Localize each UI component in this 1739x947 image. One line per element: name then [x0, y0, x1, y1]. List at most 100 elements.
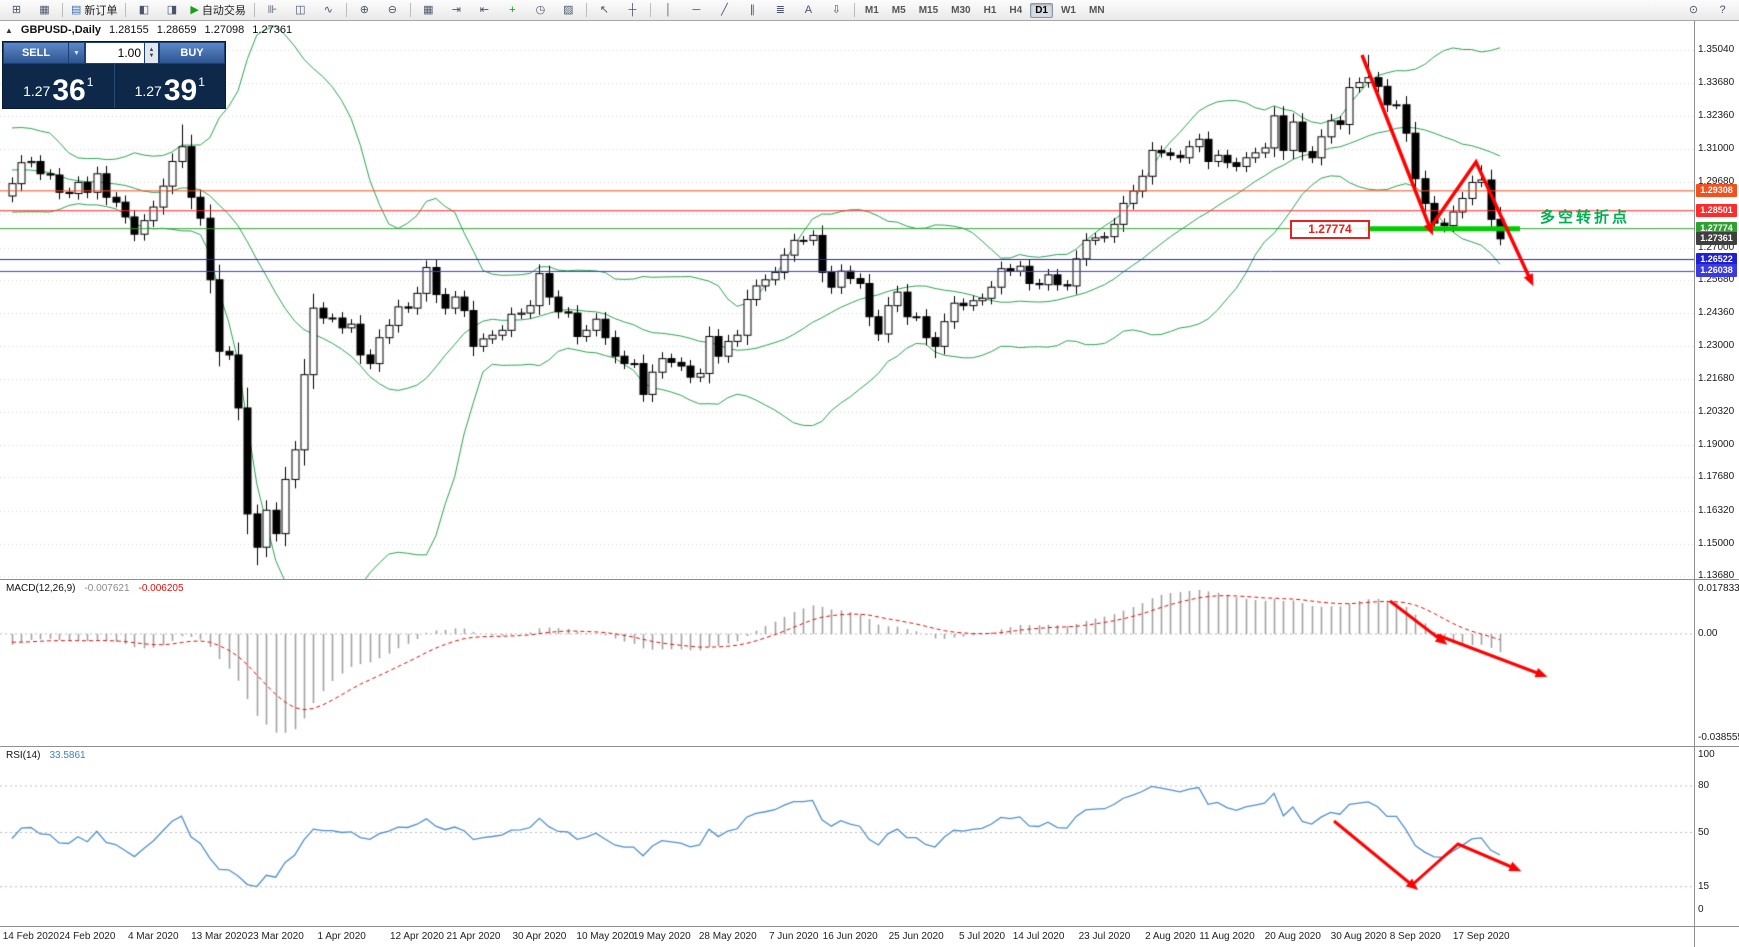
trendline-button[interactable]: ╱ [711, 1, 738, 20]
new-chart-button[interactable]: ⊞ [3, 1, 30, 20]
one-click-trading-panel: SELL ▼ 1.00 ▲ ▼ BUY 1.27 36 1 1.27 39 1 [2, 41, 226, 109]
cursor-button[interactable]: ↖ [591, 1, 618, 20]
bar-chart-icon: ⊪ [267, 3, 278, 16]
price-level-badge: 1.27361 [1696, 231, 1737, 245]
macd-axis-label: -0.0385559 [1698, 732, 1739, 743]
price-level-badge: 1.27774 [1696, 221, 1737, 235]
timeframe-w1-button[interactable]: W1 [1060, 4, 1076, 16]
auto-trading-button-label: 自动交易 [201, 5, 246, 17]
vertical-line-button[interactable]: │ [655, 1, 682, 20]
auto-scroll-button[interactable]: ⇥ [443, 1, 470, 20]
trend-annotation-text[interactable]: 多空转折点 [1540, 209, 1631, 226]
date-axis-label: 19 May 2020 [632, 931, 691, 942]
price-axis-label: 1.17680 [1698, 471, 1735, 483]
price-level-badge: 1.26522 [1696, 252, 1737, 266]
date-axis-label: 4 Mar 2020 [127, 931, 179, 942]
bar-high-value: 1.28659 [156, 24, 197, 36]
volume-input[interactable]: 1.00 [85, 42, 145, 64]
tile-windows-button[interactable]: ▦ [415, 1, 442, 20]
price-axis-label: 1.13680 [1698, 570, 1735, 582]
sell-button[interactable]: SELL [3, 42, 69, 64]
price-axis-label: 1.31000 [1698, 143, 1735, 155]
arrows-tool-button[interactable]: ⇩ [823, 1, 850, 20]
new-order-button[interactable]: ▤ 新订单 [67, 1, 121, 20]
timeframe-m15-button[interactable]: M15 [918, 4, 939, 16]
buy-price-point: 1 [198, 75, 205, 89]
profiles-button[interactable]: ▦ [31, 1, 58, 20]
date-axis-label: 10 May 2020 [576, 931, 635, 942]
toolbar-separator [125, 3, 127, 17]
search-button[interactable]: ⊙ [1680, 1, 1707, 20]
price-axis-label: 1.33680 [1698, 77, 1735, 89]
toolbar-separator [649, 3, 651, 17]
timeframe-m1-button[interactable]: M1 [864, 4, 879, 16]
date-axis-label: 21 Apr 2020 [446, 931, 501, 942]
bar-close-value: 1.27361 [252, 24, 293, 36]
date-axis-label: 7 Jun 2020 [768, 931, 819, 942]
templates-button[interactable]: ▨ [555, 1, 582, 20]
channel-button[interactable]: ∥ [739, 1, 766, 20]
date-axis-label: 25 Jun 2020 [888, 931, 944, 942]
macd-panel-canvas[interactable] [0, 580, 1694, 746]
date-axis-label: 13 Mar 2020 [191, 931, 248, 942]
date-axis-label: 24 Feb 2020 [59, 931, 116, 942]
macd-rsi-divider[interactable] [0, 746, 1739, 747]
trendline-icon: ╱ [721, 3, 728, 16]
price-axis-label: 1.27000 [1698, 241, 1735, 253]
periods-button[interactable]: ◷ [527, 1, 554, 20]
price-axis-label: 1.24360 [1698, 306, 1735, 318]
buy-price[interactable]: 1.27 39 1 [113, 64, 226, 108]
line-chart-button[interactable]: ∿ [315, 1, 342, 20]
buy-button[interactable]: BUY [159, 42, 225, 64]
volume-dropdown-icon[interactable]: ▼ [69, 42, 85, 64]
macd-axis-label: 0.00 [1698, 627, 1718, 639]
text-button[interactable]: A [795, 1, 822, 20]
timeframe-m5-button[interactable]: M5 [891, 4, 906, 16]
timeframe-d1-button[interactable]: D1 [1030, 2, 1053, 18]
volume-up-icon[interactable]: ▲ [148, 47, 155, 53]
timeframe-h4-button[interactable]: H4 [1009, 4, 1023, 16]
auto-trading-button[interactable]: ▶ 自动交易 [186, 1, 249, 20]
crosshair-icon: ┼ [628, 3, 637, 16]
price-axis-label: 1.32360 [1698, 109, 1735, 121]
candlestick-chart-button[interactable]: ◫ [287, 1, 314, 20]
navigator-button[interactable]: ◨ [158, 1, 185, 20]
one-click-collapse-icon[interactable]: ▲ [5, 25, 13, 35]
main-chart-canvas[interactable] [0, 21, 1694, 579]
search-icon: ⊙ [1688, 3, 1699, 16]
date-axis-label: 5 Jul 2020 [958, 931, 1006, 942]
price-axis-label: 1.20320 [1698, 406, 1735, 418]
periods-icon: ◷ [535, 3, 546, 16]
new-chart-icon: ⊞ [11, 3, 22, 16]
date-axis-label: 23 Mar 2020 [247, 931, 304, 942]
timeframe-h1-button[interactable]: H1 [983, 4, 997, 16]
level-price-label[interactable]: 1.27774 [1290, 220, 1370, 239]
volume-down-icon[interactable]: ▼ [148, 53, 155, 59]
fibonacci-button[interactable]: ≣ [767, 1, 794, 20]
rsi-panel-canvas[interactable] [0, 747, 1694, 926]
zoom-out-button[interactable]: ⊖ [379, 1, 406, 20]
timeframe-mn-button[interactable]: MN [1088, 4, 1105, 16]
price-axis-label: 1.16320 [1698, 504, 1735, 516]
macd-main-value: -0.007621 [84, 583, 130, 594]
main-macd-divider[interactable] [0, 579, 1739, 580]
market-watch-button[interactable]: ◧ [130, 1, 157, 20]
bar-low-value: 1.27098 [204, 24, 245, 36]
help-button[interactable]: ? [1709, 1, 1736, 20]
macd-signal-value: -0.006205 [138, 583, 184, 594]
templates-icon: ▨ [563, 3, 574, 16]
chart-shift-button[interactable]: ⇤ [471, 1, 498, 20]
date-axis-label: 23 Jul 2020 [1078, 931, 1131, 942]
zoom-in-button[interactable]: ⊕ [351, 1, 378, 20]
sell-price[interactable]: 1.27 36 1 [3, 64, 114, 108]
timeframe-m30-button[interactable]: M30 [951, 4, 971, 16]
sell-price-point: 1 [86, 75, 94, 89]
bar-chart-button[interactable]: ⊪ [259, 1, 286, 20]
crosshair-button[interactable]: ┼ [619, 1, 646, 20]
rsi-axis-label: 100 [1698, 749, 1715, 760]
toolbar-separator [345, 3, 347, 17]
vertical-line-icon: │ [664, 3, 672, 16]
indicators-button[interactable]: + [499, 1, 526, 20]
horizontal-line-button[interactable]: ─ [683, 1, 710, 20]
volume-stepper[interactable]: ▲ ▼ [145, 42, 159, 64]
